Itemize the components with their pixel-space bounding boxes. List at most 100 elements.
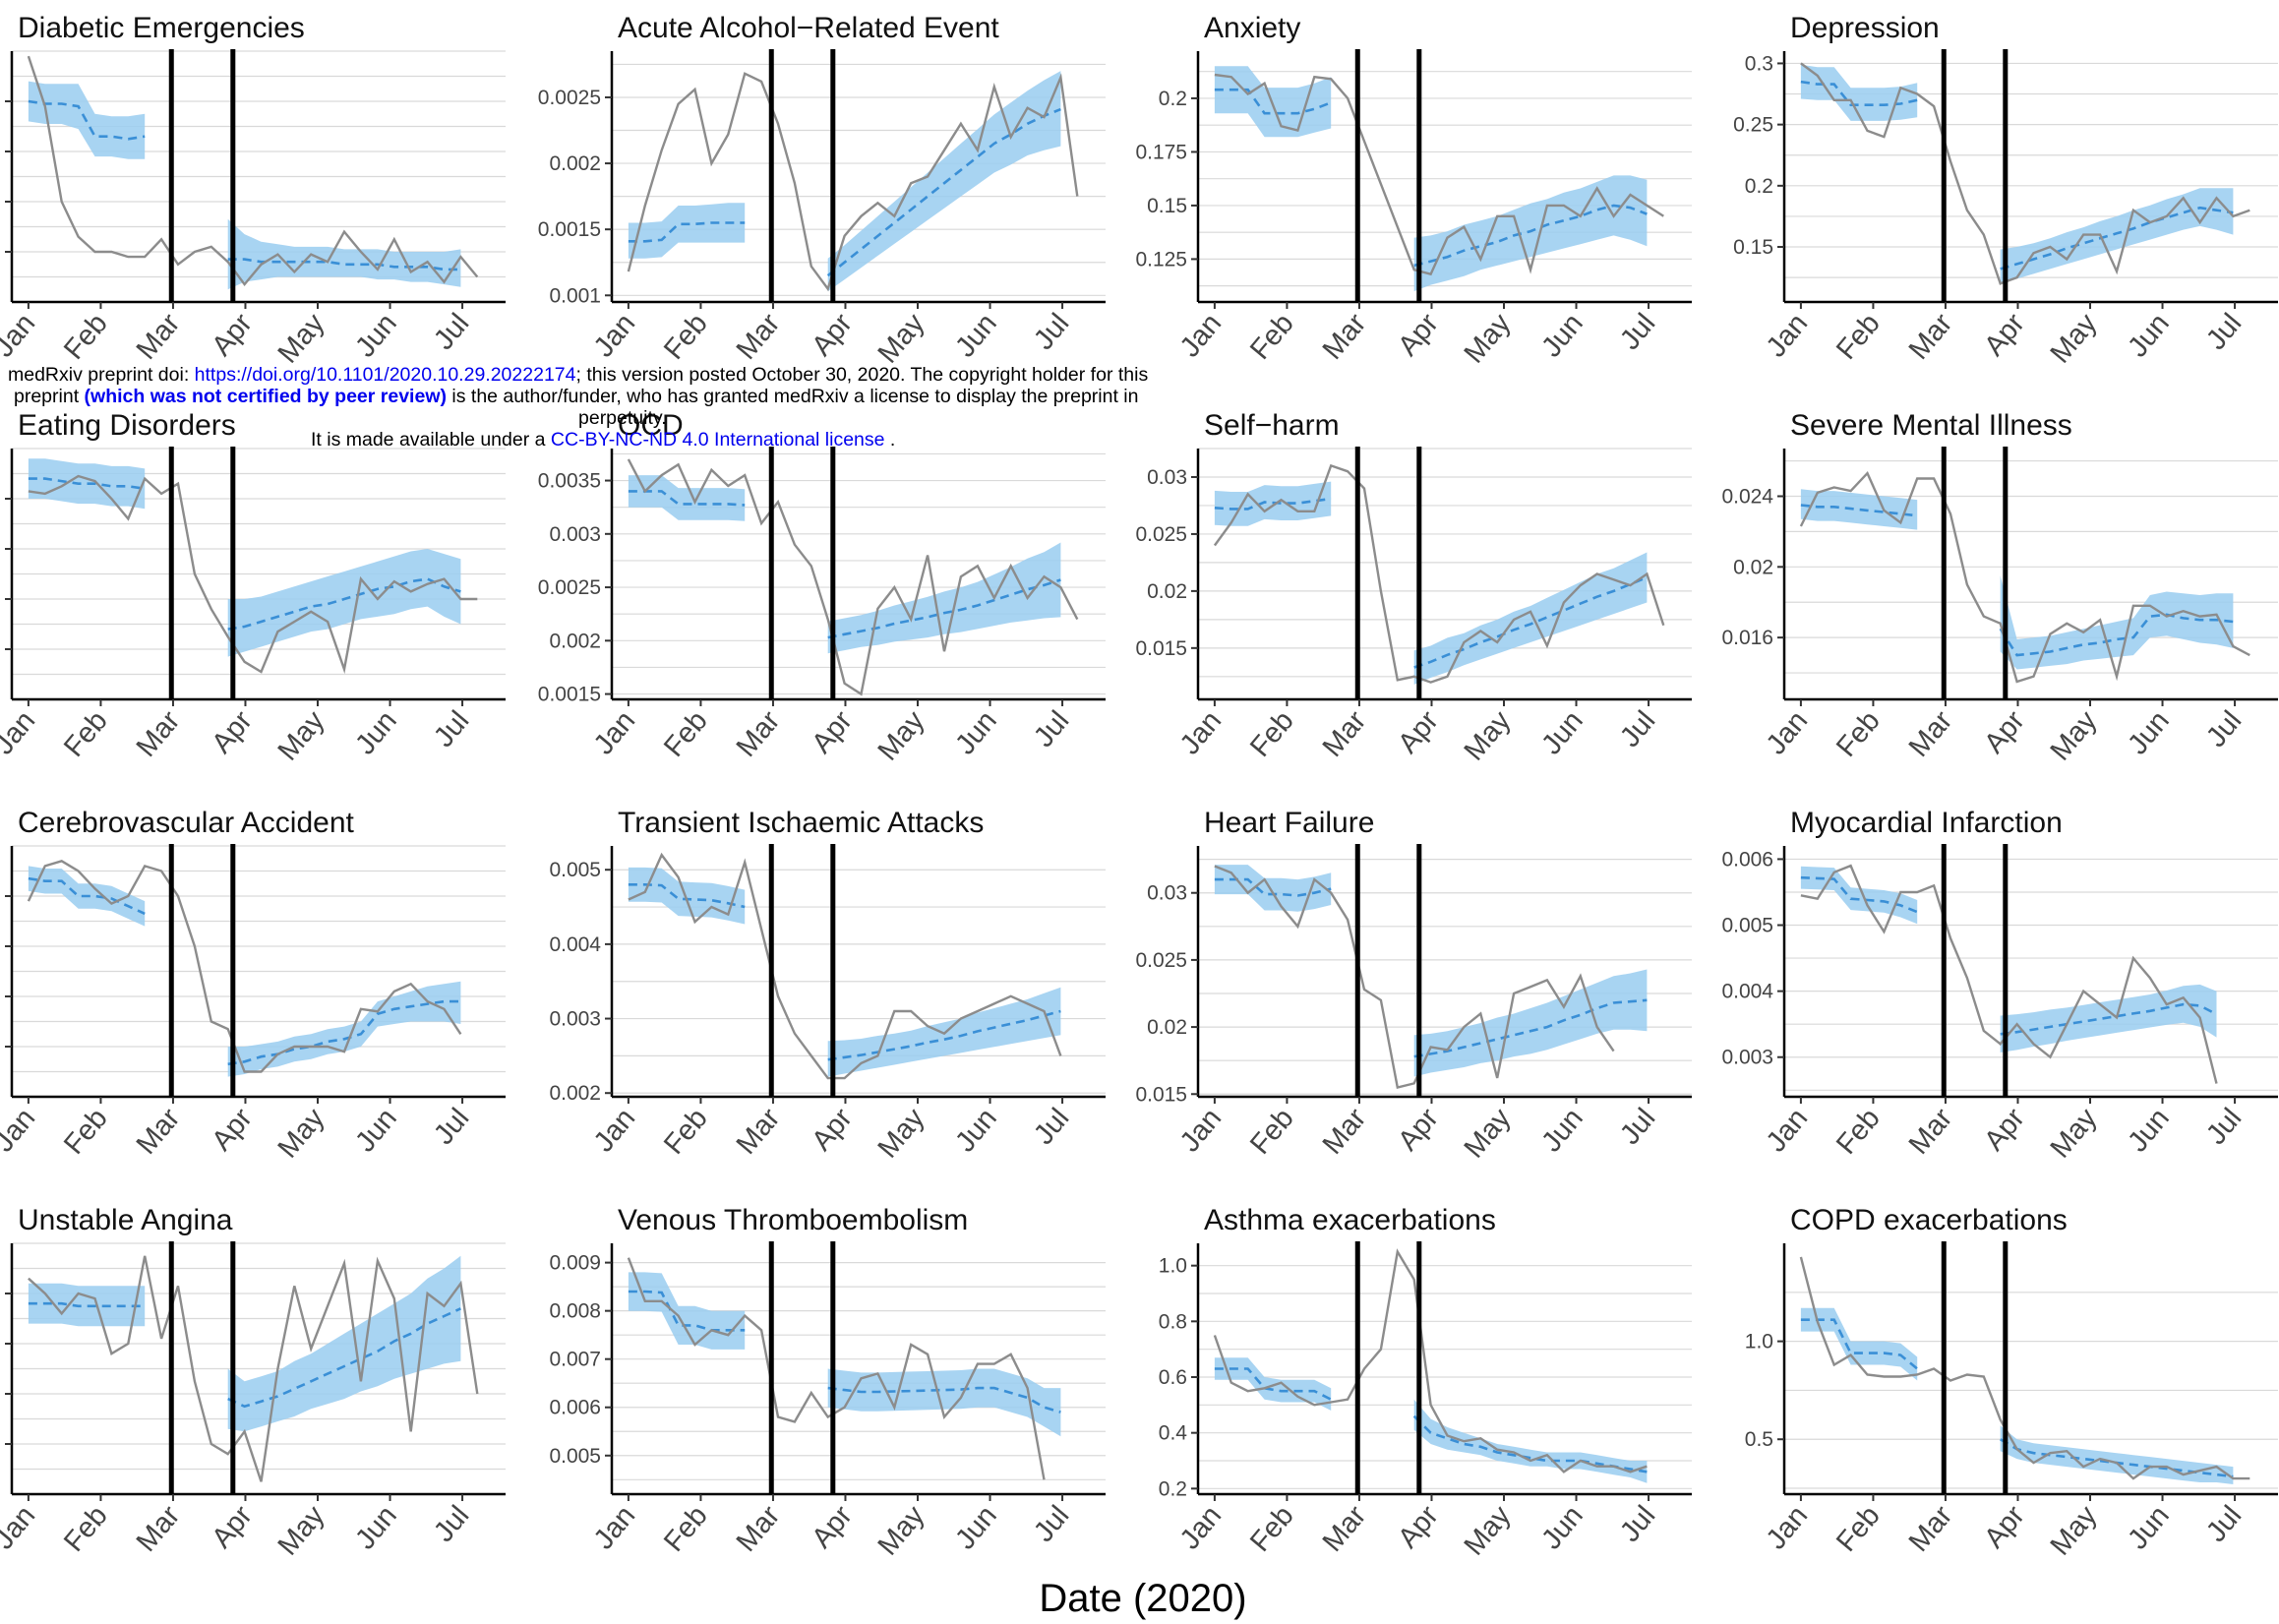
y-tick-label: 0.0025	[538, 87, 601, 109]
y-tick-label: 0.009	[549, 1252, 601, 1275]
x-tick-label: Jul	[428, 1103, 475, 1151]
x-tick-label: Mar	[131, 705, 187, 763]
y-tick-label: 0.2	[1745, 175, 1773, 198]
x-tick-label: Apr	[1978, 1500, 2031, 1554]
y-tick-label: 0.016	[1721, 627, 1773, 649]
confidence-band	[628, 203, 746, 259]
panel-title: Severe Mental Illness	[1790, 409, 2072, 442]
fitted-line	[1214, 497, 1332, 511]
x-tick-label: Jan	[588, 1500, 642, 1555]
license-link[interactable]: CC-BY-NC-ND 4.0 International license	[550, 429, 885, 451]
x-tick-label: Jul	[2200, 1500, 2248, 1548]
x-tick-label: Mar	[1903, 1103, 1959, 1161]
x-tick-label: Jun	[2122, 1500, 2176, 1555]
x-tick-label: Jul	[428, 705, 475, 753]
x-tick-label: Jun	[2122, 308, 2176, 363]
fitted-line	[1214, 1367, 1332, 1401]
x-tick-label: Apr	[1978, 1103, 2031, 1157]
x-tick-label: Jul	[1614, 705, 1661, 753]
x-tick-label: Jul	[2200, 1103, 2248, 1151]
x-tick-label: Jul	[2200, 705, 2248, 753]
banner-license-text: is the author/funder, who has granted me…	[446, 386, 1139, 407]
x-tick-label: Feb	[1830, 1103, 1887, 1161]
fitted-line	[28, 477, 146, 491]
panel-3: Anxiety 0.125 0.15 0.175 0.2 Jan Feb Mar Apr May J…	[1135, 12, 1692, 369]
x-tick-label: Mar	[731, 1500, 787, 1558]
x-tick-label: Jun	[2122, 1103, 2176, 1158]
fitted-line	[1412, 1414, 1648, 1474]
y-tick-label: 0.005	[549, 859, 601, 881]
fitted-line	[227, 1307, 461, 1409]
panel-title: Myocardial Infarction	[1790, 807, 2063, 839]
observed-line	[627, 1257, 1046, 1480]
panel-13: Unstable Angina Jan Feb Mar Apr May Jun Jul	[0, 1204, 506, 1561]
banner-end: .	[884, 429, 896, 451]
panel-8: Severe Mental Illness 0.016 0.02 0.024 Jan Fe…	[1721, 409, 2278, 766]
observed-line	[1213, 463, 1665, 684]
x-tick-label: Mar	[731, 308, 787, 366]
x-tick-label: Jul	[1028, 1103, 1075, 1151]
x-tick-label: May	[272, 1500, 331, 1562]
banner-prefix: medRxiv preprint doi:	[8, 364, 195, 386]
panel-title: Diabetic Emergencies	[18, 12, 305, 44]
confidence-band	[628, 867, 746, 925]
y-tick-label: 0.2	[1159, 88, 1187, 110]
x-tick-label: May	[2045, 1500, 2104, 1562]
x-tick-label: Apr	[206, 1103, 259, 1157]
panel-title: Depression	[1790, 12, 1940, 44]
x-tick-label: Jun	[1535, 1500, 1589, 1555]
x-tick-label: Mar	[131, 308, 187, 366]
x-tick-label: Jun	[349, 705, 403, 760]
confidence-band	[827, 542, 1061, 654]
observed-line	[1214, 865, 1615, 1089]
y-tick-label: 0.0035	[538, 470, 601, 493]
x-tick-label: Mar	[1317, 1103, 1373, 1161]
y-tick-label: 0.15	[1733, 236, 1773, 259]
panel-10: Transient Ischaemic Attacks 0.002 0.003 0.0…	[549, 807, 1106, 1164]
x-tick-label: May	[872, 308, 931, 370]
x-tick-label: Mar	[731, 705, 787, 763]
x-tick-label: Feb	[1244, 705, 1300, 763]
x-tick-label: Jan	[588, 705, 642, 760]
panel-title: COPD exacerbations	[1790, 1204, 2068, 1236]
fitted-line	[628, 221, 746, 243]
x-tick-label: Jan	[1174, 308, 1229, 363]
y-tick-label: 0.007	[549, 1349, 601, 1371]
x-tick-label: May	[2045, 308, 2104, 370]
banner-available: It is made available under a	[311, 429, 551, 451]
y-tick-label: 0.001	[549, 284, 601, 307]
doi-link[interactable]: https://doi.org/10.1101/2020.10.29.20222…	[194, 364, 576, 386]
fitted-line	[628, 490, 746, 507]
y-tick-label: 0.003	[549, 1008, 601, 1031]
y-tick-label: 0.175	[1135, 141, 1187, 163]
fitted-line	[28, 99, 146, 141]
confidence-band	[1800, 489, 1918, 530]
x-tick-label: Jan	[1761, 1103, 1815, 1158]
fitted-line	[1800, 875, 1918, 914]
panel-1: Diabetic Emergencies Jan Feb Mar Apr May Jun Ju…	[0, 12, 506, 369]
fitted-line	[2000, 1002, 2218, 1036]
x-axis-title: Date (2020)	[1039, 1577, 1246, 1620]
y-tick-label: 1.0	[1159, 1255, 1187, 1278]
x-tick-label: Feb	[1244, 308, 1300, 366]
x-tick-label: Jul	[1614, 308, 1661, 356]
x-tick-label: Jun	[349, 1500, 403, 1555]
x-tick-label: May	[272, 1103, 331, 1165]
panel-title: Venous Thromboembolism	[618, 1204, 968, 1236]
y-tick-label: 0.02	[1733, 556, 1773, 578]
confidence-band	[1413, 552, 1648, 685]
fitted-line	[227, 258, 461, 271]
observed-line	[1213, 1248, 1648, 1474]
y-tick-label: 0.003	[549, 523, 601, 546]
x-tick-label: Feb	[1830, 308, 1887, 366]
observed-line	[27, 55, 479, 287]
y-tick-label: 0.005	[549, 1445, 601, 1468]
banner-line-1: medRxiv preprint doi: https://doi.org/10…	[8, 364, 1148, 386]
x-tick-label: Jun	[949, 1500, 1003, 1555]
x-tick-label: Feb	[58, 1103, 114, 1161]
confidence-band	[1413, 1399, 1648, 1483]
x-tick-label: Jan	[0, 308, 41, 363]
fitted-line	[1800, 1318, 1919, 1370]
panel-11: Heart Failure 0.015 0.02 0.025 0.03 Jan Feb Mar…	[1135, 807, 1692, 1164]
